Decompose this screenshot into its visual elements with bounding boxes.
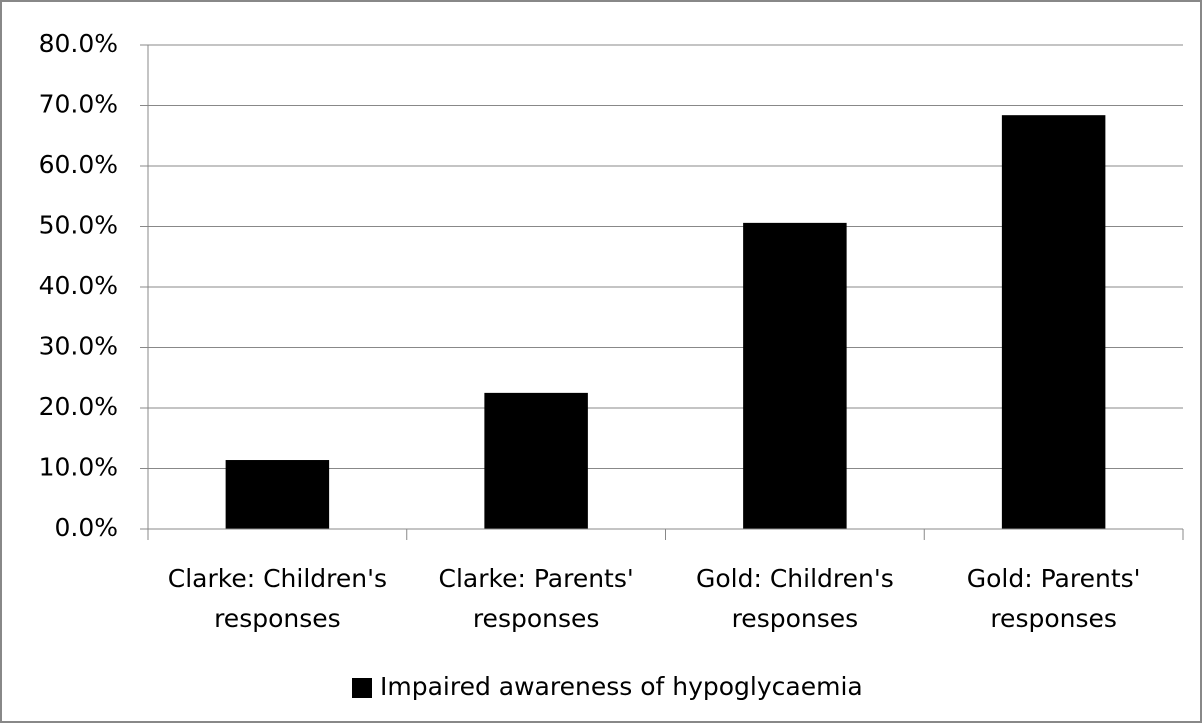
x-tick-label: Gold: Children's responses <box>695 564 894 633</box>
y-tick-label: 60.0% <box>39 150 118 179</box>
y-tick-label: 40.0% <box>39 271 118 300</box>
bar <box>484 392 588 529</box>
x-tick-label: Clarke: Parents' responses <box>438 564 634 633</box>
x-tick-label: Clarke: Children's responses <box>167 564 387 633</box>
y-tick-label: 0.0% <box>54 513 118 542</box>
y-tick-label: 80.0% <box>39 29 118 58</box>
x-tick-label: Gold: Parents' responses <box>966 564 1141 633</box>
bar <box>1001 115 1106 530</box>
y-tick-label: 30.0% <box>39 332 118 361</box>
bar <box>743 222 847 529</box>
y-tick-label: 20.0% <box>39 392 118 421</box>
legend-label: Impaired awareness of hypoglycaemia <box>380 672 863 701</box>
y-tick-label: 10.0% <box>39 453 118 482</box>
y-tick-label: 50.0% <box>39 211 118 240</box>
y-tick-label: 70.0% <box>39 90 118 119</box>
legend-swatch <box>352 678 372 698</box>
bar <box>225 460 330 529</box>
